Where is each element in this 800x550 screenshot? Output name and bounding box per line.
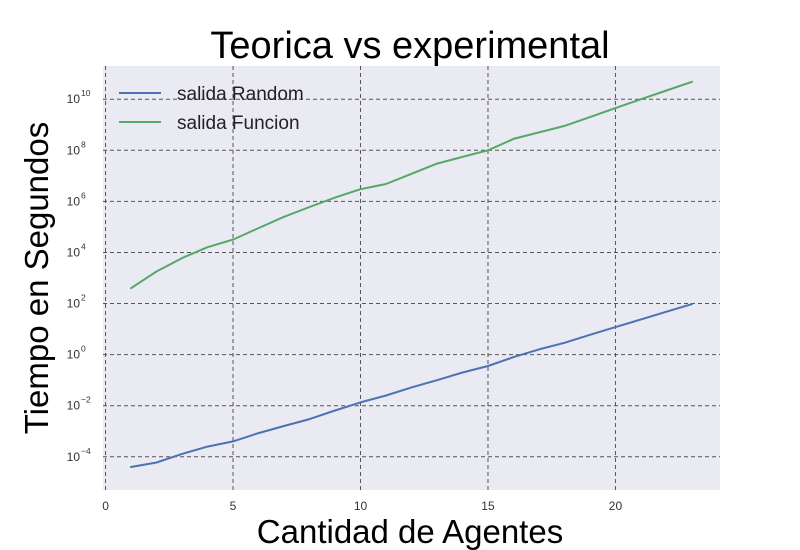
x-axis-label: Cantidad de Agentes (257, 513, 563, 550)
x-tick-labels: 0 5 10 15 20 (102, 499, 622, 513)
y-tick-label: 10 (67, 92, 81, 106)
grid-lines (103, 66, 720, 490)
y-tick-label: 10 (67, 194, 81, 208)
y-tick-exponent: 0 (81, 344, 86, 354)
x-tick-label: 15 (481, 499, 495, 513)
x-tick-label: 10 (354, 499, 368, 513)
series-line-salida-random (130, 303, 693, 468)
chart-title: Teorica vs experimental (210, 25, 609, 67)
y-tick-exponent: −4 (81, 446, 91, 456)
y-tick-label: 10 (67, 348, 81, 362)
series-lines (130, 80, 693, 468)
legend: salida Random salida Funcion (119, 84, 304, 134)
y-tick-label: 10 (67, 143, 81, 157)
y-tick-label: 10 (67, 399, 81, 413)
y-tick-label: 10 (67, 245, 81, 259)
x-tick-label: 0 (102, 499, 109, 513)
y-tick-label: 10 (67, 297, 81, 311)
y-tick-exponent: 6 (81, 190, 86, 200)
y-axis-label: Tiempo en Segundos (18, 122, 55, 435)
y-tick-label: 10 (67, 450, 81, 464)
series-line-salida-funcion (130, 80, 693, 290)
y-tick-exponent: 10 (81, 88, 91, 98)
y-tick-exponent: 8 (81, 139, 86, 149)
legend-entry-label: salida Random (177, 84, 304, 105)
x-tick-label: 20 (609, 499, 623, 513)
x-tick-label: 5 (230, 499, 237, 513)
y-tick-exponent: −2 (81, 395, 91, 405)
legend-entry-label: salida Funcion (177, 113, 300, 134)
y-tick-exponent: 2 (81, 293, 86, 303)
y-tick-exponent: 4 (81, 241, 86, 251)
plot-area (103, 66, 720, 490)
